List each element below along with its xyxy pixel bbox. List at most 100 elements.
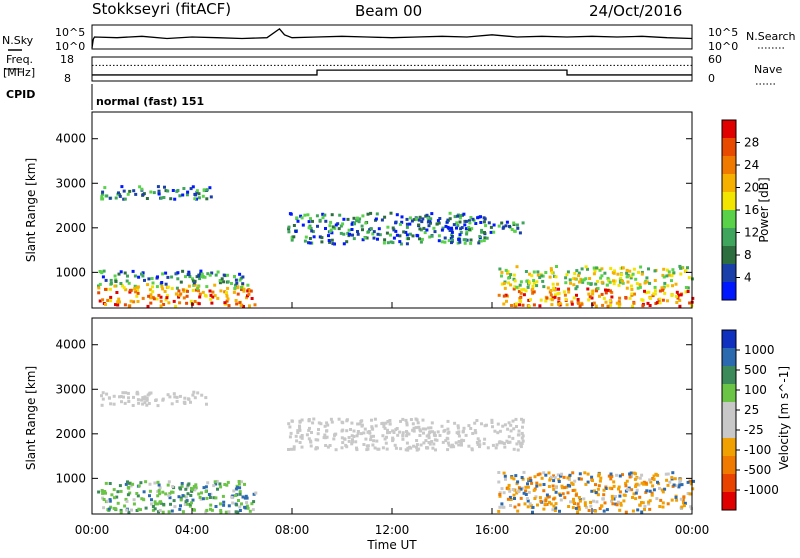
heatmap-cell — [540, 274, 544, 278]
heatmap-cell — [398, 430, 402, 434]
heatmap-cell — [388, 422, 392, 426]
heatmap-cell — [161, 397, 165, 401]
heatmap-cell — [455, 431, 459, 435]
heatmap-cell — [141, 396, 145, 400]
heatmap-cell — [108, 499, 112, 503]
heatmap-cell — [356, 232, 360, 236]
heatmap-cell — [512, 447, 516, 451]
heatmap-cell — [564, 276, 568, 280]
heatmap-cell — [659, 498, 663, 502]
heatmap-cell — [408, 232, 412, 236]
heatmap-cell — [536, 273, 540, 277]
heatmap-cell — [196, 391, 200, 395]
heatmap-cell — [327, 239, 331, 242]
heatmap-cell — [236, 286, 240, 290]
heatmap-cell — [102, 269, 106, 273]
heatmap-cell — [648, 281, 652, 285]
heatmap-cell — [246, 289, 250, 293]
heatmap-cell — [395, 213, 399, 217]
heatmap-cell — [450, 241, 453, 245]
heatmap-cell — [199, 497, 203, 501]
heatmap-cell — [434, 448, 437, 452]
heatmap-cell — [429, 217, 433, 221]
heatmap-cell — [287, 230, 291, 234]
heatmap-cell — [195, 189, 199, 193]
heatmap-cell — [108, 196, 112, 200]
heatmap-cell — [356, 422, 360, 426]
heatmap-cell — [151, 505, 155, 508]
heatmap-cell — [608, 280, 612, 284]
heatmap-cell — [121, 284, 124, 288]
heatmap-cell — [221, 494, 225, 498]
heatmap-cell — [193, 279, 197, 283]
heatmap-cell — [138, 185, 142, 189]
heatmap-cell — [625, 479, 629, 483]
heatmap-cell — [471, 432, 475, 435]
heatmap-cell — [418, 237, 421, 241]
heatmap-cell — [602, 493, 606, 497]
heatmap-cell — [617, 302, 621, 306]
heatmap-cell — [544, 299, 548, 303]
heatmap-cell — [650, 493, 654, 497]
heatmap-cell — [430, 440, 434, 443]
heatmap-cell — [470, 227, 474, 231]
heatmap-cell — [384, 441, 388, 445]
heatmap-cell — [513, 505, 517, 509]
heatmap-cell — [152, 297, 156, 301]
colorbar-tick-label: 1000 — [744, 343, 775, 357]
heatmap-cell — [350, 442, 354, 446]
heatmap-cell — [551, 508, 555, 512]
heatmap-cell — [373, 417, 377, 421]
heatmap-cell — [185, 485, 189, 489]
heatmap-cell — [549, 297, 553, 301]
heatmap-cell — [554, 506, 558, 510]
heatmap-cell — [364, 221, 368, 225]
xtick-label: 20:00 — [575, 523, 610, 537]
colorbar-tick-label: -100 — [744, 443, 771, 457]
heatmap-cell — [362, 443, 366, 446]
noise-left-tick-top: 10^5 — [55, 26, 85, 39]
heatmap-cell — [214, 505, 218, 508]
heatmap-cell — [678, 304, 682, 308]
heatmap-cell — [363, 236, 367, 240]
heatmap-cell — [184, 275, 187, 279]
heatmap-cell — [621, 279, 624, 283]
heatmap-cell — [227, 504, 231, 508]
heatmap-cell — [618, 508, 622, 512]
heatmap-cell — [211, 295, 215, 299]
heatmap-cell — [432, 226, 436, 230]
heatmap-cell — [136, 494, 140, 498]
heatmap-cell — [446, 441, 450, 445]
heatmap-cell — [166, 275, 170, 279]
heatmap-cell — [226, 297, 230, 301]
heatmap-cell — [551, 296, 555, 300]
heatmap-cell — [160, 281, 164, 284]
heatmap-cell — [238, 272, 242, 276]
heatmap-cell — [501, 424, 505, 428]
heatmap-cell — [511, 419, 515, 423]
heatmap-cell — [307, 419, 311, 423]
heatmap-cell — [520, 442, 524, 445]
heatmap-cell — [219, 509, 223, 512]
heatmap-cell — [625, 286, 629, 290]
heatmap-cell — [348, 232, 351, 236]
heatmap-cell — [566, 270, 570, 274]
heatmap-cell — [459, 227, 463, 231]
heatmap-cell — [355, 446, 358, 450]
heatmap-cell — [236, 510, 240, 514]
heatmap-cell — [325, 421, 329, 425]
heatmap-cell — [97, 286, 101, 290]
heatmap-cell — [467, 424, 471, 428]
heatmap-cell — [404, 418, 408, 422]
heatmap-cell — [132, 300, 136, 304]
heatmap-cell — [521, 420, 525, 424]
heatmap-cell — [396, 433, 400, 437]
colorbar-swatch — [722, 474, 736, 492]
heatmap-cell — [205, 197, 209, 201]
heatmap-cell — [655, 497, 659, 501]
heatmap-cell — [548, 500, 551, 504]
heatmap-cell — [208, 289, 212, 293]
heatmap-cell — [206, 481, 210, 485]
heatmap-cell — [532, 281, 536, 285]
heatmap-cell — [482, 216, 486, 220]
